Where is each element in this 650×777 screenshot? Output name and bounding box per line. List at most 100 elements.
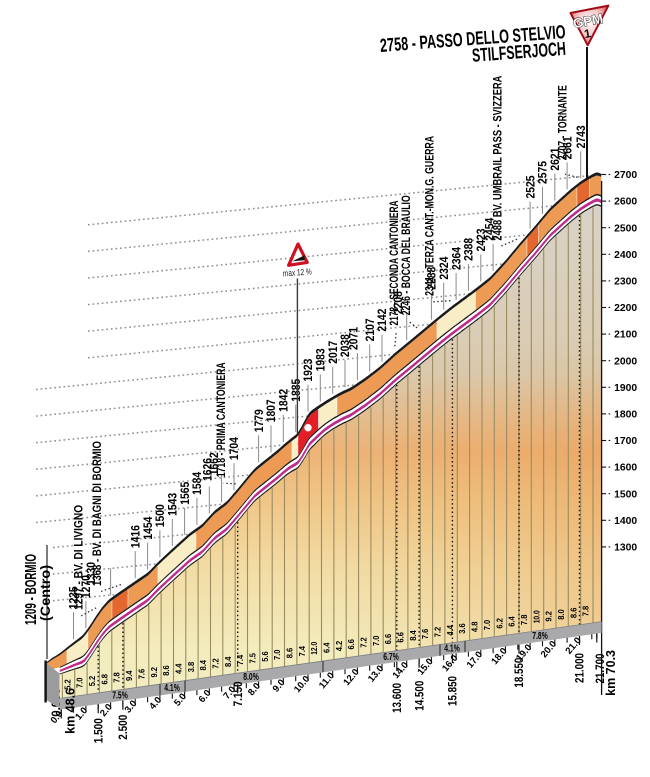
svg-text:2400: 2400 (614, 250, 637, 261)
svg-text:1700: 1700 (614, 436, 637, 447)
svg-text:7.0: 7.0 (76, 677, 85, 688)
svg-text:2038: 2038 (339, 334, 352, 357)
svg-text:8.0%: 8.0% (243, 672, 259, 683)
svg-text:(Centro): (Centro) (38, 565, 53, 621)
svg-text:1270: 1270 (80, 575, 93, 598)
svg-text:1.500: 1.500 (93, 718, 105, 743)
svg-text:4.1%: 4.1% (164, 683, 180, 694)
svg-text:2661: 2661 (561, 136, 574, 159)
svg-text:1454: 1454 (142, 516, 155, 539)
svg-text:1800: 1800 (614, 410, 637, 421)
svg-text:1565: 1565 (179, 481, 192, 504)
svg-text:8.0: 8.0 (557, 609, 566, 620)
svg-text:6.4: 6.4 (323, 642, 332, 653)
svg-text:2107: 2107 (364, 318, 377, 341)
svg-text:1779: 1779 (253, 409, 266, 432)
svg-text:7.4: 7.4 (236, 654, 245, 665)
svg-text:7.6: 7.6 (421, 628, 430, 639)
svg-text:8.6: 8.6 (286, 647, 295, 658)
svg-text:1500: 1500 (154, 504, 167, 527)
svg-text:4.4: 4.4 (174, 663, 183, 674)
svg-text:1662: 1662 (208, 452, 221, 475)
svg-text:2142: 2142 (376, 309, 389, 332)
svg-text:8.4: 8.4 (409, 630, 418, 641)
svg-text:7.5: 7.5 (249, 652, 258, 663)
svg-text:6.4: 6.4 (508, 616, 517, 627)
svg-text:15.850: 15.850 (448, 676, 460, 706)
svg-text:1923: 1923 (302, 358, 315, 381)
svg-text:1983: 1983 (315, 348, 328, 371)
svg-text:7.150: 7.150 (233, 681, 245, 706)
svg-text:2488 BV. UMBRAIL PASS - SVIZZ: 2488 BV. UMBRAIL PASS - SVIZZERA (492, 75, 505, 240)
svg-text:1807: 1807 (265, 399, 278, 422)
svg-text:2100: 2100 (614, 330, 637, 341)
svg-text:1842: 1842 (278, 389, 291, 412)
svg-text:1600: 1600 (614, 463, 637, 474)
svg-text:2388: 2388 (463, 237, 476, 260)
svg-text:7.0: 7.0 (483, 619, 492, 630)
svg-text:7.0: 7.0 (273, 649, 282, 660)
svg-text:1235: 1235 (68, 586, 81, 609)
svg-text:1900: 1900 (614, 383, 637, 394)
svg-text:21.000: 21.000 (575, 653, 587, 683)
svg-text:2246 - BOCCA DEL BRAULIO: 2246 - BOCCA DEL BRAULIO (400, 195, 413, 315)
svg-text:GPM: GPM (572, 11, 604, 31)
svg-text:8.4: 8.4 (224, 656, 233, 667)
svg-text:7.4: 7.4 (298, 645, 307, 656)
svg-text:7.2: 7.2 (360, 637, 369, 648)
svg-text:6.2: 6.2 (495, 618, 504, 629)
svg-text:2071: 2071 (348, 327, 361, 350)
svg-text:7.6: 7.6 (137, 668, 146, 679)
svg-text:1400: 1400 (614, 516, 637, 527)
svg-text:1297 - BV. DI LIVIGNO: 1297 - BV. DI LIVIGNO (73, 505, 86, 610)
svg-text:9.2: 9.2 (150, 666, 159, 677)
svg-text:4.2: 4.2 (335, 640, 344, 651)
svg-text:2208: 2208 (392, 291, 405, 314)
svg-text:1368 - BV. DI BAGNI DI BORMIO: 1368 - BV. DI BAGNI DI BORMIO (91, 441, 104, 586)
svg-text:2700: 2700 (614, 170, 637, 181)
svg-text:7.2: 7.2 (434, 626, 443, 637)
svg-text:1718 - PRIMA CANTONIERA: 1718 - PRIMA CANTONIERA (215, 362, 228, 477)
svg-text:km 48.6: km 48.6 (64, 688, 78, 734)
svg-text:2.500: 2.500 (118, 715, 130, 740)
svg-text:8.6: 8.6 (569, 607, 578, 618)
svg-text:10.0: 10.0 (532, 610, 541, 623)
svg-text:6.7%: 6.7% (383, 652, 399, 663)
svg-text:1300: 1300 (614, 543, 637, 554)
svg-text:9.4: 9.4 (125, 670, 134, 681)
svg-text:2707 - TORNANTE: 2707 - TORNANTE (557, 85, 570, 160)
svg-text:6.6: 6.6 (397, 632, 406, 643)
svg-text:4.8: 4.8 (471, 621, 480, 632)
svg-text:7.0: 7.0 (372, 635, 381, 646)
svg-text:1885: 1885 (290, 378, 303, 401)
svg-text:2525: 2525 (524, 175, 537, 198)
svg-text:21.700: 21.700 (595, 654, 607, 684)
svg-text:7.2: 7.2 (211, 658, 220, 669)
svg-text:2621: 2621 (549, 147, 562, 170)
svg-text:2000: 2000 (614, 356, 637, 367)
svg-text:6.6: 6.6 (347, 638, 356, 649)
svg-text:7.5%: 7.5% (112, 690, 128, 701)
svg-text:8.4: 8.4 (199, 659, 208, 670)
svg-text:3.6: 3.6 (458, 623, 467, 634)
svg-text:7.8: 7.8 (582, 605, 591, 616)
svg-text:2500: 2500 (614, 223, 637, 234)
svg-text:1626: 1626 (202, 458, 215, 481)
svg-text:2200: 2200 (614, 303, 637, 314)
svg-text:7.8%: 7.8% (532, 631, 548, 642)
svg-text:1704: 1704 (228, 437, 241, 460)
svg-text:1584: 1584 (191, 471, 204, 494)
svg-text:1543: 1543 (167, 492, 180, 515)
svg-text:2341 - TERZA CANT.-MON.G. GUER: 2341 - TERZA CANT.-MON.G. GUERRA (424, 135, 437, 295)
svg-text:1416: 1416 (129, 525, 142, 548)
svg-text:2575: 2575 (537, 161, 550, 184)
svg-text:2300: 2300 (614, 277, 637, 288)
svg-text:km 70.3: km 70.3 (604, 650, 618, 696)
svg-text:8.6: 8.6 (162, 665, 171, 676)
svg-text:5.6: 5.6 (261, 651, 270, 662)
svg-text:4.4: 4.4 (446, 625, 455, 636)
svg-text:2178 - SECONDA CANTONIERA: 2178 - SECONDA CANTONIERA (388, 200, 401, 325)
svg-text:9.2: 9.2 (545, 611, 554, 622)
svg-text:5.2: 5.2 (88, 675, 97, 686)
svg-text:6.6: 6.6 (384, 633, 393, 644)
